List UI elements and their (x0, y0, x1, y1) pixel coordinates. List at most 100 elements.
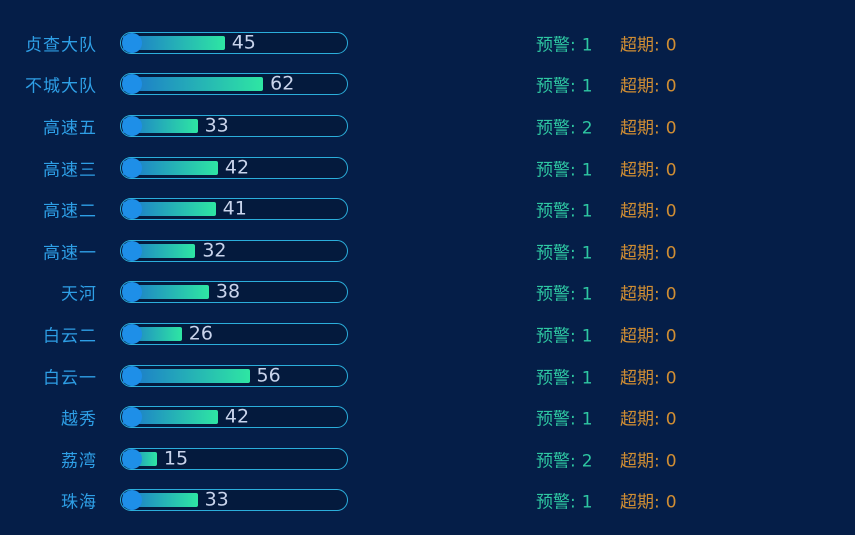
overdue-value: 0 (665, 118, 677, 139)
overdue-label: 超期: (620, 326, 660, 347)
bar-value: 42 (224, 156, 250, 179)
bar-fill: 45 (123, 33, 256, 52)
overdue-value: 0 (665, 368, 677, 389)
bar-fill: 41 (123, 199, 247, 218)
overdue-value: 0 (665, 76, 677, 97)
bar-value: 38 (215, 280, 241, 303)
row-label: 珠海 (61, 492, 97, 513)
row-label: 荔湾 (61, 451, 97, 472)
overdue-value: 0 (665, 326, 677, 347)
warning-label: 预警: (536, 118, 576, 139)
warning-value: 1 (581, 284, 593, 305)
row-label: 高速一 (43, 243, 97, 264)
bar-value: 33 (204, 488, 229, 511)
warning-stat: 预警: 1 (536, 155, 593, 180)
bar-fill: 42 (123, 158, 249, 177)
bar-cap-dot (122, 32, 142, 53)
overdue-stat: 超期: 0 (620, 238, 677, 263)
warning-stat: 预警: 1 (536, 238, 593, 263)
overdue-stat: 超期: 0 (620, 405, 677, 430)
warning-stat: 预警: 1 (536, 405, 593, 430)
bar-value: 32 (202, 239, 227, 262)
warning-value: 1 (581, 201, 593, 222)
warning-label: 预警: (536, 451, 576, 472)
bar-fill: 38 (123, 282, 240, 301)
chart-row: 珠海 33 预警: 1 超期: 0 (0, 480, 855, 522)
warning-value: 1 (581, 409, 593, 430)
warning-value: 1 (581, 326, 593, 347)
warning-label: 预警: (536, 492, 576, 513)
chart-row: 贞查大队 45 预警: 1 超期: 0 (0, 22, 855, 64)
warning-label: 预警: (536, 243, 576, 264)
row-label: 白云二 (43, 326, 97, 347)
bar-track[interactable]: 33 (120, 114, 348, 137)
bar-track[interactable]: 26 (120, 322, 348, 345)
bar-track[interactable]: 42 (120, 406, 348, 429)
bar-cap-dot (122, 490, 142, 511)
bar-cap-dot (122, 240, 142, 261)
overdue-stat: 超期: 0 (620, 321, 677, 346)
row-label: 不城大队 (25, 76, 97, 97)
overdue-value: 0 (665, 451, 677, 472)
overdue-value: 0 (665, 201, 677, 222)
warning-label: 预警: (536, 160, 576, 181)
overdue-value: 0 (665, 492, 677, 513)
warning-label: 预警: (536, 201, 576, 222)
bar-cap-dot (122, 282, 142, 303)
chart-row: 高速五 33 预警: 2 超期: 0 (0, 105, 855, 147)
bar-cap-dot (122, 157, 142, 178)
warning-stat: 预警: 1 (536, 30, 593, 55)
bar-cap-dot (122, 323, 142, 344)
overdue-label: 超期: (620, 35, 660, 56)
warning-value: 1 (581, 76, 593, 97)
warning-stat: 预警: 2 (536, 113, 593, 138)
overdue-stat: 超期: 0 (620, 30, 677, 55)
overdue-value: 0 (665, 284, 677, 305)
chart-row: 白云二 26 预警: 1 超期: 0 (0, 313, 855, 355)
overdue-label: 超期: (620, 409, 660, 430)
brigade-progress-chart: 贞查大队 45 预警: 1 超期: 0 不城大队 62 预警: 1 超期: 0 高速五 (0, 22, 855, 522)
row-label: 贞查大队 (25, 35, 97, 56)
bar-cap-dot (122, 448, 142, 469)
overdue-label: 超期: (620, 451, 660, 472)
bar-track[interactable]: 42 (120, 156, 348, 179)
overdue-stat: 超期: 0 (620, 280, 677, 305)
bar-track[interactable]: 45 (120, 31, 348, 54)
warning-stat: 预警: 1 (536, 363, 593, 388)
bar-track[interactable]: 33 (120, 488, 348, 512)
warning-value: 1 (581, 368, 593, 389)
bar-track[interactable]: 56 (120, 364, 348, 387)
warning-stat: 预警: 1 (536, 321, 593, 346)
overdue-label: 超期: (620, 243, 660, 264)
chart-row: 荔湾 15 预警: 2 超期: 0 (0, 438, 855, 480)
chart-row: 不城大队 62 预警: 1 超期: 0 (0, 64, 855, 106)
bar-cap-dot (122, 199, 142, 220)
chart-row: 白云一 56 预警: 1 超期: 0 (0, 355, 855, 397)
overdue-stat: 超期: 0 (620, 72, 677, 97)
bar-track[interactable]: 41 (120, 198, 348, 221)
warning-stat: 预警: 1 (536, 488, 593, 513)
overdue-stat: 超期: 0 (620, 446, 677, 471)
bar-value: 56 (256, 364, 281, 387)
bar-track[interactable]: 38 (120, 281, 348, 304)
row-label: 天河 (61, 284, 97, 305)
overdue-value: 0 (665, 160, 677, 181)
overdue-label: 超期: (620, 492, 660, 513)
chart-row: 高速三 42 预警: 1 超期: 0 (0, 147, 855, 189)
bar-fill: 42 (123, 407, 249, 426)
bar-track[interactable]: 32 (120, 239, 348, 262)
warning-stat: 预警: 2 (536, 446, 593, 471)
warning-value: 1 (581, 160, 593, 181)
bar-track[interactable]: 62 (120, 73, 348, 96)
bar-track[interactable]: 15 (120, 447, 348, 470)
overdue-label: 超期: (620, 368, 660, 389)
warning-label: 预警: (536, 76, 576, 97)
bar-cap-dot (122, 365, 142, 386)
warning-label: 预警: (536, 35, 576, 56)
overdue-stat: 超期: 0 (620, 155, 677, 180)
chart-row: 高速二 41 预警: 1 超期: 0 (0, 188, 855, 230)
warning-label: 预警: (536, 284, 576, 305)
overdue-value: 0 (665, 35, 677, 56)
overdue-stat: 超期: 0 (620, 488, 677, 513)
warning-label: 预警: (536, 326, 576, 347)
